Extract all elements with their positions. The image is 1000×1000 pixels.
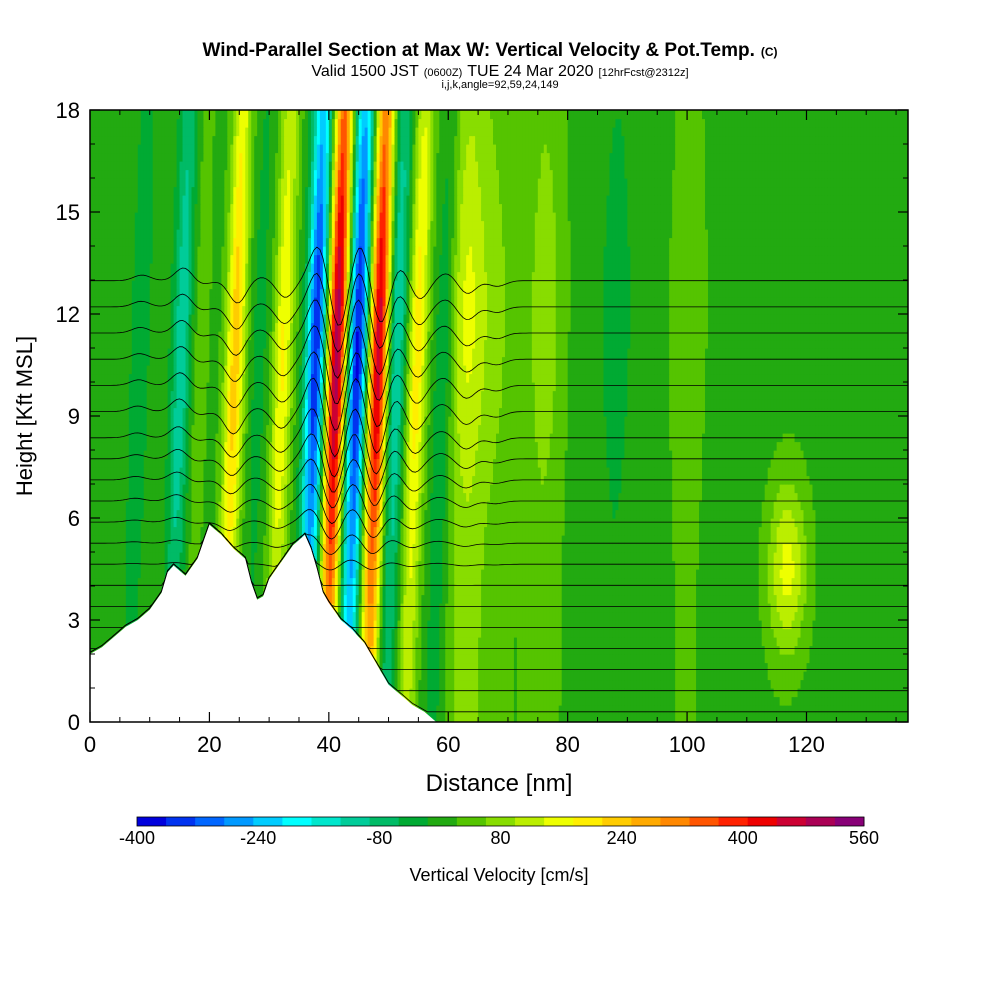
chart-title: Wind-Parallel Section at Max W: Vertical… <box>202 40 777 61</box>
indices-line: i,j,k,angle=92,59,24,149 <box>441 79 558 91</box>
plot-area <box>90 110 909 723</box>
chart-subtitle: Valid 1500 JST (0600Z) TUE 24 Mar 2020 [12h… <box>311 63 688 80</box>
